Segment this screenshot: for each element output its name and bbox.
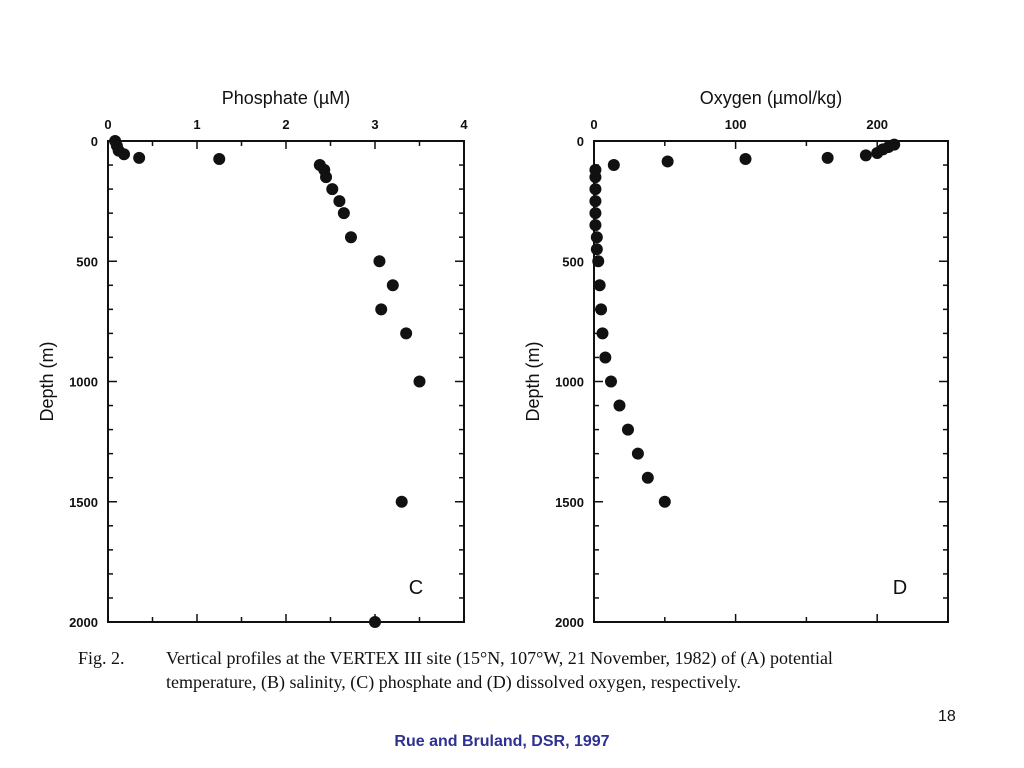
y-tick-label: 0 <box>91 134 98 149</box>
data-point <box>413 375 426 388</box>
data-point <box>593 279 606 292</box>
data-point <box>595 303 608 316</box>
y-axis-title: Depth (m) <box>523 341 543 421</box>
y-tick-label: 1500 <box>69 495 98 510</box>
data-point <box>613 399 626 412</box>
data-point <box>589 219 602 232</box>
data-point <box>859 149 872 162</box>
caption-label: Fig. 2. <box>78 648 125 668</box>
x-tick-label: 2 <box>282 117 289 132</box>
data-point <box>641 471 654 484</box>
data-point <box>133 151 146 164</box>
data-point <box>589 171 602 184</box>
data-point <box>589 195 602 208</box>
y-tick-label: 1000 <box>69 375 98 390</box>
data-point <box>373 255 386 268</box>
data-point <box>590 231 603 244</box>
oxygen-plot-frame <box>593 140 949 623</box>
panel-label: C <box>409 577 423 599</box>
data-point <box>395 495 408 508</box>
data-point <box>213 153 226 166</box>
x-axis-title: Oxygen (µmol/kg) <box>700 88 842 108</box>
data-point <box>631 447 644 460</box>
slide-number: 18 <box>938 708 956 725</box>
data-point <box>607 159 620 172</box>
phosphate-plot-frame <box>107 140 465 623</box>
x-tick-label: 0 <box>104 117 111 132</box>
y-tick-label: 1500 <box>555 495 584 510</box>
data-point <box>326 183 339 196</box>
y-tick-label: 500 <box>562 254 584 269</box>
data-point <box>592 255 605 268</box>
data-point <box>118 148 131 161</box>
data-point <box>333 195 346 208</box>
data-point <box>400 327 413 340</box>
y-tick-label: 1000 <box>555 375 584 390</box>
data-point <box>621 423 634 436</box>
data-point <box>604 375 617 388</box>
data-point <box>661 155 674 168</box>
y-axis-title: Depth (m) <box>37 341 57 421</box>
caption-line-1: Vertical profiles at the VERTEX III site… <box>166 648 833 668</box>
data-point <box>599 351 612 364</box>
data-point <box>871 147 884 160</box>
panel-label: D <box>893 577 907 599</box>
data-point <box>344 231 357 244</box>
data-point <box>337 207 350 220</box>
data-point <box>589 207 602 220</box>
citation: Rue and Bruland, DSR, 1997 <box>394 733 610 750</box>
y-tick-label: 2000 <box>555 615 584 630</box>
y-tick-label: 2000 <box>69 615 98 630</box>
phosphate-panel: 0 1 2 3 4 0 500 1000 1500 2000 Phosphate (µM) Depth… <box>37 88 468 630</box>
x-tick-label: 3 <box>371 117 378 132</box>
data-point <box>386 279 399 292</box>
data-point <box>369 616 381 628</box>
data-point <box>589 183 602 196</box>
data-point <box>739 153 752 166</box>
data-point <box>590 243 603 256</box>
caption-line-2: temperature, (B) salinity, (C) phosphate… <box>166 672 742 692</box>
figure-caption: Fig. 2. Vertical profiles at the VERTEX I… <box>78 646 978 694</box>
x-tick-label: 0 <box>590 117 597 132</box>
x-tick-label: 100 <box>725 117 747 132</box>
data-point <box>821 151 834 164</box>
x-tick-label: 4 <box>460 117 468 132</box>
data-point <box>596 327 609 340</box>
data-point <box>375 303 388 316</box>
data-point <box>658 495 671 508</box>
x-axis-title: Phosphate (µM) <box>222 88 350 108</box>
y-tick-label: 500 <box>76 254 98 269</box>
data-point <box>320 171 333 184</box>
y-tick-label: 0 <box>577 134 584 149</box>
x-tick-label: 1 <box>193 117 200 132</box>
x-tick-label: 200 <box>866 117 888 132</box>
